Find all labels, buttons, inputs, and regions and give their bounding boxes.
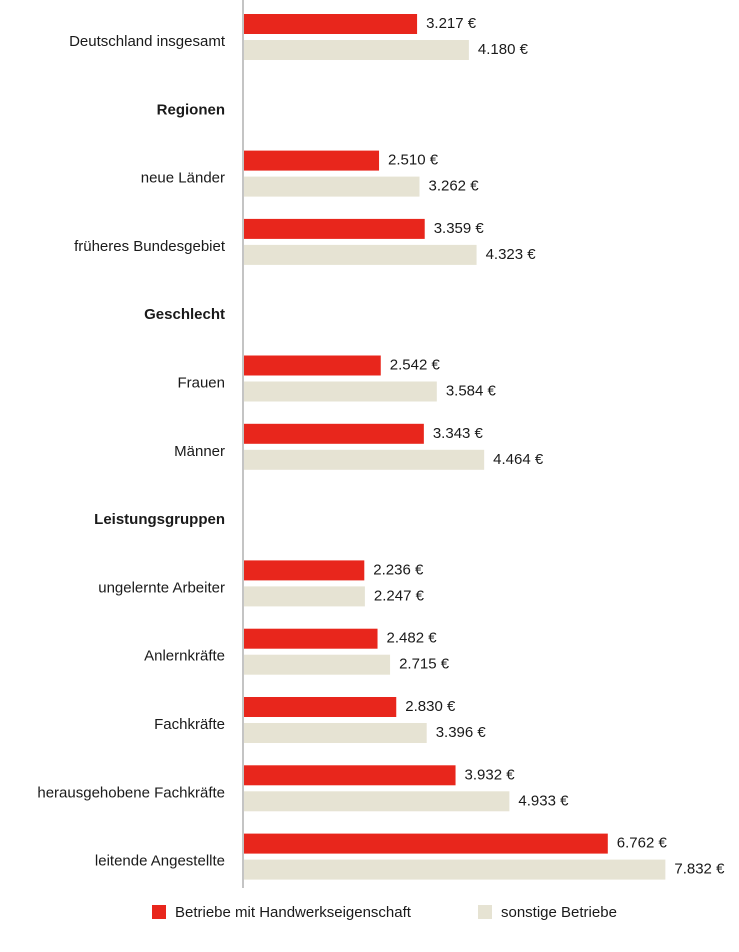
category-label: Männer: [174, 443, 225, 460]
bar: [244, 560, 365, 581]
value-label: 4.323 €: [486, 246, 537, 263]
group-header: Leistungsgruppen: [94, 511, 225, 528]
category-label: Anlernkräfte: [144, 648, 225, 665]
value-label: 3.217 €: [426, 15, 477, 32]
value-label: 3.343 €: [433, 425, 484, 442]
category-label: früheres Bundesgebiet: [74, 238, 226, 255]
value-label: 4.180 €: [478, 41, 529, 58]
category-label: neue Länder: [141, 170, 225, 187]
legend-swatch: [478, 905, 492, 919]
category-label: Fachkräfte: [154, 716, 225, 733]
bar: [244, 381, 437, 402]
bar: [244, 244, 477, 265]
bar: [244, 697, 397, 717]
category-label: Frauen: [177, 374, 225, 391]
value-label: 6.762 €: [617, 835, 668, 852]
bar: [244, 218, 425, 239]
bar: [244, 176, 420, 197]
bar: [244, 150, 380, 171]
bar: [244, 449, 485, 470]
bar: [244, 791, 510, 812]
bar: [244, 628, 378, 649]
value-label: 2.830 €: [405, 698, 456, 715]
bar: [244, 723, 427, 743]
bar: [244, 765, 456, 786]
category-label: Deutschland insgesamt: [69, 33, 226, 50]
bar: [244, 859, 666, 880]
group-header: Regionen: [157, 101, 225, 118]
value-label: 2.510 €: [388, 152, 439, 169]
bar: [244, 40, 469, 60]
value-label: 3.262 €: [428, 178, 479, 195]
value-label: 7.832 €: [674, 861, 725, 878]
value-label: 3.396 €: [436, 724, 487, 741]
category-label: herausgehobene Fachkräfte: [37, 784, 225, 801]
category-label: ungelernte Arbeiter: [98, 579, 225, 596]
value-label: 2.715 €: [399, 656, 450, 673]
category-label: leitende Angestellte: [95, 853, 225, 870]
legend-label: Betriebe mit Handwerkseigenschaft: [175, 904, 412, 921]
legend-label: sonstige Betriebe: [501, 904, 617, 921]
value-label: 3.359 €: [434, 220, 485, 237]
value-label: 2.482 €: [387, 630, 438, 647]
bar: [244, 14, 418, 34]
bar: [244, 586, 365, 607]
bar: [244, 833, 608, 854]
value-label: 3.932 €: [465, 766, 516, 783]
value-label: 3.584 €: [446, 382, 497, 399]
bar: [244, 423, 424, 444]
value-label: 2.236 €: [373, 561, 424, 578]
legend-swatch: [152, 905, 166, 919]
value-label: 2.247 €: [374, 587, 425, 604]
value-label: 2.542 €: [390, 356, 441, 373]
value-label: 4.933 €: [518, 792, 569, 809]
value-label: 4.464 €: [493, 451, 544, 468]
group-header: Geschlecht: [144, 306, 225, 323]
bar: [244, 654, 391, 675]
bar: [244, 355, 381, 376]
